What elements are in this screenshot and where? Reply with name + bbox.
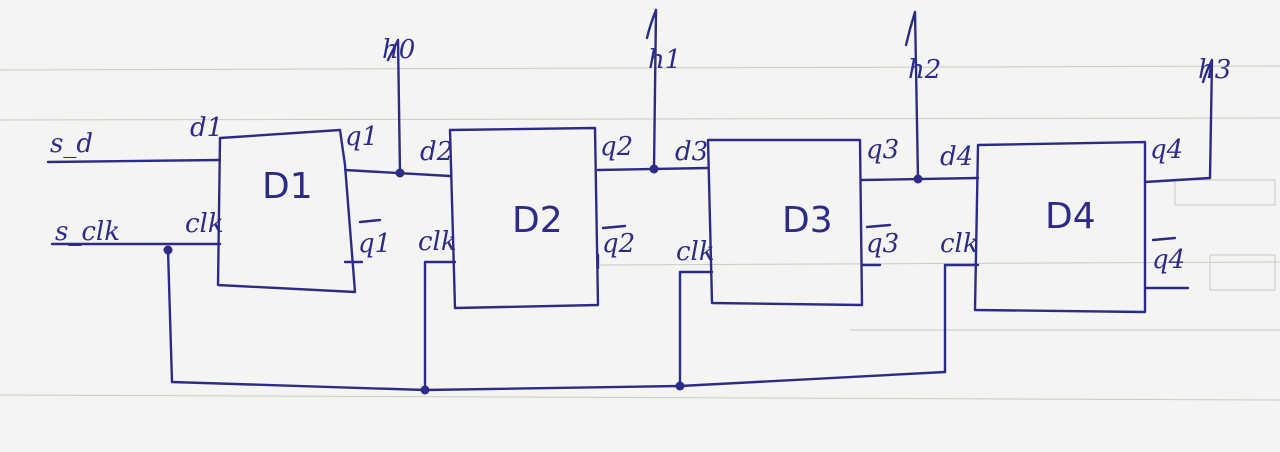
output-h3-label: h3 xyxy=(1198,55,1231,85)
junction-h2 xyxy=(913,174,923,184)
flipflop-d1-d-label: d1 xyxy=(190,113,223,143)
clock-bus xyxy=(166,248,947,392)
flipflop-d4-box xyxy=(973,140,1147,314)
flipflop-d2: D2 d2 clk q2 q2 xyxy=(418,126,635,310)
flipflop-d1-q-label: q1 xyxy=(345,122,378,152)
flipflop-d3-box xyxy=(706,138,864,307)
flipflop-d2-d-label: d2 xyxy=(420,137,453,167)
flipflop-d1-clk-label: clk xyxy=(185,209,224,239)
output-h0-label: h0 xyxy=(382,35,415,65)
flipflop-d4-q-label: q4 xyxy=(1150,135,1183,165)
flipflop-d4-clk-label: clk xyxy=(940,229,979,259)
output-h1-label: h1 xyxy=(648,45,681,75)
flipflop-d4-d-label: d4 xyxy=(940,142,973,172)
output-h2-label: h2 xyxy=(908,55,941,85)
flipflop-d4-title: D4 xyxy=(1045,196,1096,237)
tap-h2-wire xyxy=(904,10,920,181)
flipflop-d4: D4 d4 clk q4 q4 xyxy=(940,135,1185,314)
flipflop-d4-qbar-overline xyxy=(1151,236,1177,242)
clock-to-d2 xyxy=(423,260,457,392)
flipflop-d1-qbar-label: q1 xyxy=(358,229,391,259)
junction-h0 xyxy=(395,168,405,178)
flipflop-d3-title: D3 xyxy=(782,200,833,241)
flipflop-d2-q-label: q2 xyxy=(600,132,633,162)
flipflop-d1-qbar-overline xyxy=(358,218,382,224)
flipflop-d1-box xyxy=(216,128,357,294)
tap-h0-wire xyxy=(386,38,402,175)
data-input-label: s_d xyxy=(50,129,93,159)
flipflop-d1-title: D1 xyxy=(262,166,313,207)
clock-input-label: s_clk xyxy=(55,217,120,247)
clock-to-d4 xyxy=(943,263,980,374)
flipflop-d3-clk-label: clk xyxy=(676,237,715,267)
tap-h1-wire xyxy=(645,8,658,171)
flipflop-d2-box xyxy=(448,126,600,310)
flipflop-d1: D1 d1 clk q1 q1 xyxy=(185,113,391,294)
tap-h3-wire xyxy=(1201,58,1214,180)
flipflop-d3-q-label: q3 xyxy=(866,135,899,165)
flipflop-d3: D3 d3 clk q3 q3 xyxy=(675,135,899,307)
junction-h1 xyxy=(649,164,659,174)
wire-q4-out xyxy=(1143,176,1212,184)
paper-background-marks xyxy=(0,65,1280,401)
flipflop-d2-title: D2 xyxy=(512,200,563,241)
flipflop-d3-d-label: d3 xyxy=(675,137,708,167)
junction-clock-main xyxy=(163,245,173,255)
junction-clock-d2 xyxy=(420,385,430,395)
clock-to-d3 xyxy=(678,270,714,388)
flipflop-d2-qbar-label: q2 xyxy=(602,229,635,259)
flipflop-d2-clk-label: clk xyxy=(418,227,457,257)
flipflop-d2-qbar-overline xyxy=(601,224,627,230)
junction-clock-d3 xyxy=(675,381,685,391)
flipflop-d3-qbar-label: q3 xyxy=(866,229,899,259)
flipflop-d4-qbar-label: q4 xyxy=(1152,245,1185,275)
data-input-wire xyxy=(46,158,222,164)
flipflop-d3-qbar-overline xyxy=(865,223,892,229)
